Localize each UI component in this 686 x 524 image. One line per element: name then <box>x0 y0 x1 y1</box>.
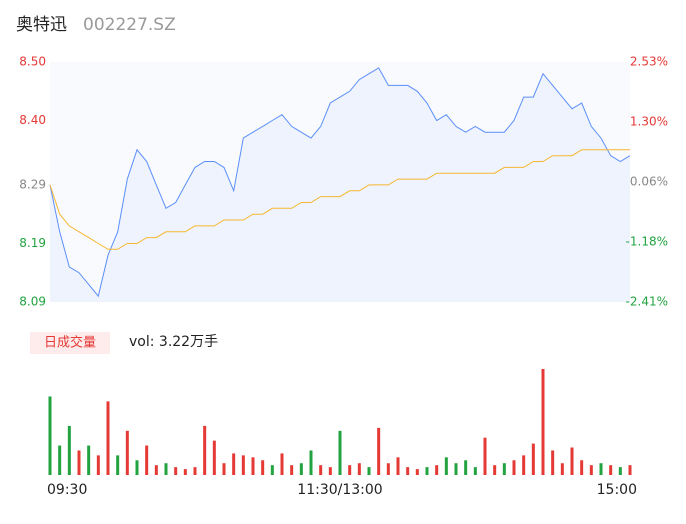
y-tick-label: 8.19 <box>19 236 46 250</box>
average-line <box>49 149 630 250</box>
volume-bar <box>222 463 226 475</box>
y2-tick-label: 0.06% <box>630 175 668 189</box>
volume-bar <box>599 463 603 475</box>
volume-bar <box>473 467 477 475</box>
volume-bar <box>560 463 564 475</box>
volume-bar <box>483 437 487 475</box>
volume-bar <box>396 457 400 475</box>
y2-tick-label: -2.41% <box>626 295 668 309</box>
volume-bar <box>570 447 574 475</box>
volume-bar <box>628 465 632 475</box>
volume-bar <box>309 450 313 475</box>
y-tick-label: 8.50 <box>19 55 46 69</box>
volume-tab-label: 日成交量 <box>44 335 96 351</box>
volume-bar <box>512 460 516 475</box>
volume-bar <box>454 463 458 475</box>
volume-bar <box>541 368 545 475</box>
volume-bar <box>580 460 584 475</box>
volume-bar <box>319 465 323 475</box>
volume-bar <box>154 465 158 475</box>
volume-bar <box>96 455 100 475</box>
volume-bar <box>551 450 555 475</box>
volume-bar <box>135 460 139 475</box>
price-area <box>50 67 630 303</box>
volume-bar <box>232 453 236 475</box>
volume-bar <box>106 401 110 475</box>
volume-bar <box>125 430 129 475</box>
volume-bar <box>77 450 81 475</box>
volume-bar <box>406 467 410 475</box>
volume-bar <box>241 455 245 475</box>
stock-code: 002227.SZ <box>83 15 176 35</box>
volume-bar <box>357 463 361 475</box>
volume-bar <box>502 463 506 475</box>
stock-name: 奥特迅 <box>16 15 67 35</box>
volume-bar <box>377 427 381 475</box>
volume-bar <box>299 463 303 475</box>
volume-tab <box>30 332 110 354</box>
volume-bar <box>193 467 197 475</box>
volume-bar <box>444 457 448 475</box>
y-tick-label: 8.09 <box>19 295 46 309</box>
volume-bar <box>67 425 71 475</box>
y2-tick-label: 1.30% <box>630 114 668 128</box>
volume-bar <box>261 460 265 475</box>
volume-total: vol: 3.22万手 <box>129 334 218 350</box>
volume-bar <box>212 440 216 475</box>
volume-bar <box>367 467 371 475</box>
volume-bar <box>348 465 352 475</box>
volume-bar <box>58 445 62 475</box>
volume-bar <box>618 467 622 475</box>
volume-bar <box>493 465 497 475</box>
price-line <box>49 67 631 298</box>
x-tick-label: 09:30 <box>47 482 87 498</box>
volume-bar <box>531 443 535 475</box>
y2-tick-label: -1.18% <box>626 235 668 249</box>
volume-bar <box>338 430 342 475</box>
volume-bar <box>270 465 274 475</box>
x-tick-label: 11:30/13:00 <box>297 482 382 498</box>
volume-bar <box>183 469 187 475</box>
volume-bar <box>251 457 255 475</box>
y-tick-label: 8.29 <box>19 177 46 191</box>
volume-bar <box>328 467 332 475</box>
volume-bar <box>609 465 613 475</box>
volume-bar <box>522 455 526 475</box>
volume-bar <box>386 463 390 475</box>
volume-bar <box>425 467 429 475</box>
volume-bar <box>116 455 120 475</box>
volume-bar <box>203 425 207 475</box>
volume-bar <box>290 465 294 475</box>
y-tick-label: 8.40 <box>19 113 46 127</box>
volume-bar <box>464 460 468 475</box>
volume-bar <box>415 469 419 475</box>
volume-bar <box>435 465 439 475</box>
volume-bar <box>280 453 284 475</box>
volume-bar <box>164 463 168 475</box>
volume-bar <box>145 445 149 475</box>
plot-background <box>50 62 630 302</box>
volume-bar <box>87 445 91 475</box>
volume-bar <box>174 467 178 475</box>
volume-bar <box>589 465 593 475</box>
y2-tick-label: 2.53% <box>630 55 668 69</box>
volume-bar <box>48 396 52 475</box>
x-tick-label: 15:00 <box>597 482 637 498</box>
